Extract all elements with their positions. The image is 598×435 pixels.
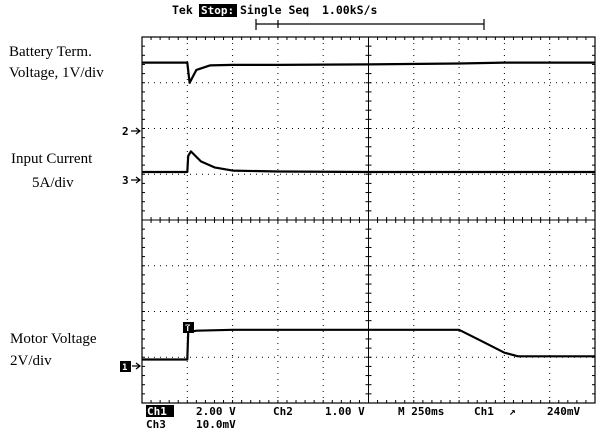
- svg-text:1: 1: [122, 363, 127, 373]
- motor-label-line1: Motor Voltage: [10, 331, 97, 347]
- header-mode: Single Seq: [240, 3, 309, 17]
- footer-timebase: M 250ms: [398, 405, 444, 418]
- header-brand: Tek: [172, 3, 193, 17]
- svg-text:2: 2: [122, 125, 129, 138]
- header-rate: 1.00kS/s: [322, 3, 377, 17]
- input-current-trace: [142, 150, 595, 174]
- current-label-line2: 5A/div: [32, 175, 74, 191]
- footer-ch1-label: Ch1: [147, 405, 167, 418]
- battery-label-line2: Voltage, 1V/div: [9, 65, 104, 81]
- footer-ch3-scale: 10.0mV: [196, 418, 236, 431]
- graticule: [141, 36, 596, 404]
- footer-ch2-scale: 1.00 V: [325, 405, 365, 418]
- svg-text:3: 3: [122, 174, 129, 187]
- ch1-ground-marker: 1: [120, 361, 141, 373]
- trigger-marker-label: T: [185, 324, 191, 334]
- trigger-marker-box: [183, 322, 194, 333]
- header-state: Stop:: [201, 4, 234, 17]
- ch1-badge: [146, 405, 174, 417]
- footer-ch3-label: Ch3: [146, 418, 166, 431]
- footer-trigger-level: 240mV: [547, 405, 580, 418]
- waveform-traces: [142, 61, 595, 361]
- footer-trigger-slope: ↗: [509, 405, 516, 418]
- battery-voltage-trace: [142, 61, 595, 84]
- ch3-ground-marker: 3: [122, 174, 141, 187]
- motor-label-line2: 2V/div: [10, 353, 52, 369]
- battery-label-line1: Battery Term.: [9, 44, 92, 60]
- current-label-line1: Input Current: [11, 151, 93, 167]
- motor-voltage-trace: [142, 328, 595, 361]
- stop-badge: [199, 4, 237, 17]
- ch2-ground-marker: 2: [122, 125, 141, 138]
- footer-trigger-source: Ch1: [474, 405, 494, 418]
- footer-ch2-label: Ch2: [273, 405, 293, 418]
- footer-ch1-scale: 2.00 V: [196, 405, 236, 418]
- record-bracket: [255, 19, 485, 30]
